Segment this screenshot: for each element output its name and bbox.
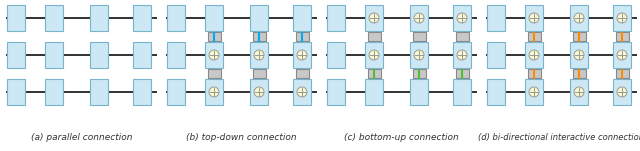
Circle shape (254, 50, 264, 60)
Bar (253, 32, 266, 41)
Bar (367, 32, 381, 41)
Bar (7, 79, 25, 105)
Bar (327, 42, 345, 68)
Circle shape (457, 13, 467, 23)
Circle shape (617, 13, 627, 23)
Bar (570, 79, 588, 105)
Circle shape (414, 50, 424, 60)
Text: (d) bi-directional interactive connection: (d) bi-directional interactive connectio… (479, 133, 640, 142)
Bar (613, 79, 631, 105)
Bar (250, 5, 268, 31)
Bar (487, 5, 505, 31)
Bar (487, 79, 505, 105)
Bar (616, 69, 628, 78)
Bar (253, 69, 266, 78)
Bar (45, 42, 63, 68)
Circle shape (574, 87, 584, 97)
Bar (7, 5, 25, 31)
Circle shape (529, 13, 539, 23)
Bar (616, 32, 628, 41)
Bar (365, 5, 383, 31)
Bar (573, 69, 586, 78)
Circle shape (529, 87, 539, 97)
Text: (c) bottom-up connection: (c) bottom-up connection (344, 133, 459, 142)
Bar (205, 42, 223, 68)
Bar (205, 79, 223, 105)
Bar (90, 42, 108, 68)
Bar (327, 5, 345, 31)
Bar (205, 5, 223, 31)
Bar (365, 79, 383, 105)
Bar (207, 69, 221, 78)
Circle shape (297, 87, 307, 97)
Bar (527, 69, 541, 78)
Bar (570, 5, 588, 31)
Circle shape (574, 50, 584, 60)
Bar (453, 5, 471, 31)
Circle shape (457, 50, 467, 60)
Bar (453, 79, 471, 105)
Bar (296, 32, 308, 41)
Bar (367, 69, 381, 78)
Bar (410, 42, 428, 68)
Bar (453, 42, 471, 68)
Bar (167, 42, 185, 68)
Bar (527, 32, 541, 41)
Bar (45, 5, 63, 31)
Bar (90, 5, 108, 31)
Circle shape (574, 13, 584, 23)
Bar (90, 79, 108, 105)
Circle shape (369, 13, 379, 23)
Bar (525, 42, 543, 68)
Bar (456, 32, 468, 41)
Bar (525, 79, 543, 105)
Bar (365, 42, 383, 68)
Bar (167, 5, 185, 31)
Bar (573, 32, 586, 41)
Bar (413, 32, 426, 41)
Bar (133, 5, 151, 31)
Bar (613, 42, 631, 68)
Text: (a) parallel connection: (a) parallel connection (31, 133, 132, 142)
Bar (133, 42, 151, 68)
Bar (570, 42, 588, 68)
Bar (413, 69, 426, 78)
Circle shape (209, 50, 219, 60)
Bar (250, 42, 268, 68)
Bar (525, 5, 543, 31)
Bar (293, 5, 311, 31)
Bar (410, 5, 428, 31)
Bar (296, 69, 308, 78)
Bar (167, 79, 185, 105)
Bar (410, 79, 428, 105)
Bar (250, 79, 268, 105)
Bar (327, 79, 345, 105)
Bar (456, 69, 468, 78)
Circle shape (254, 87, 264, 97)
Bar (487, 42, 505, 68)
Bar (293, 42, 311, 68)
Circle shape (617, 50, 627, 60)
Circle shape (529, 50, 539, 60)
Circle shape (369, 50, 379, 60)
Bar (613, 5, 631, 31)
Circle shape (209, 87, 219, 97)
Bar (293, 79, 311, 105)
Circle shape (617, 87, 627, 97)
Circle shape (414, 13, 424, 23)
Bar (45, 79, 63, 105)
Bar (7, 42, 25, 68)
Text: (b) top-down connection: (b) top-down connection (186, 133, 297, 142)
Circle shape (297, 50, 307, 60)
Bar (207, 32, 221, 41)
Bar (133, 79, 151, 105)
